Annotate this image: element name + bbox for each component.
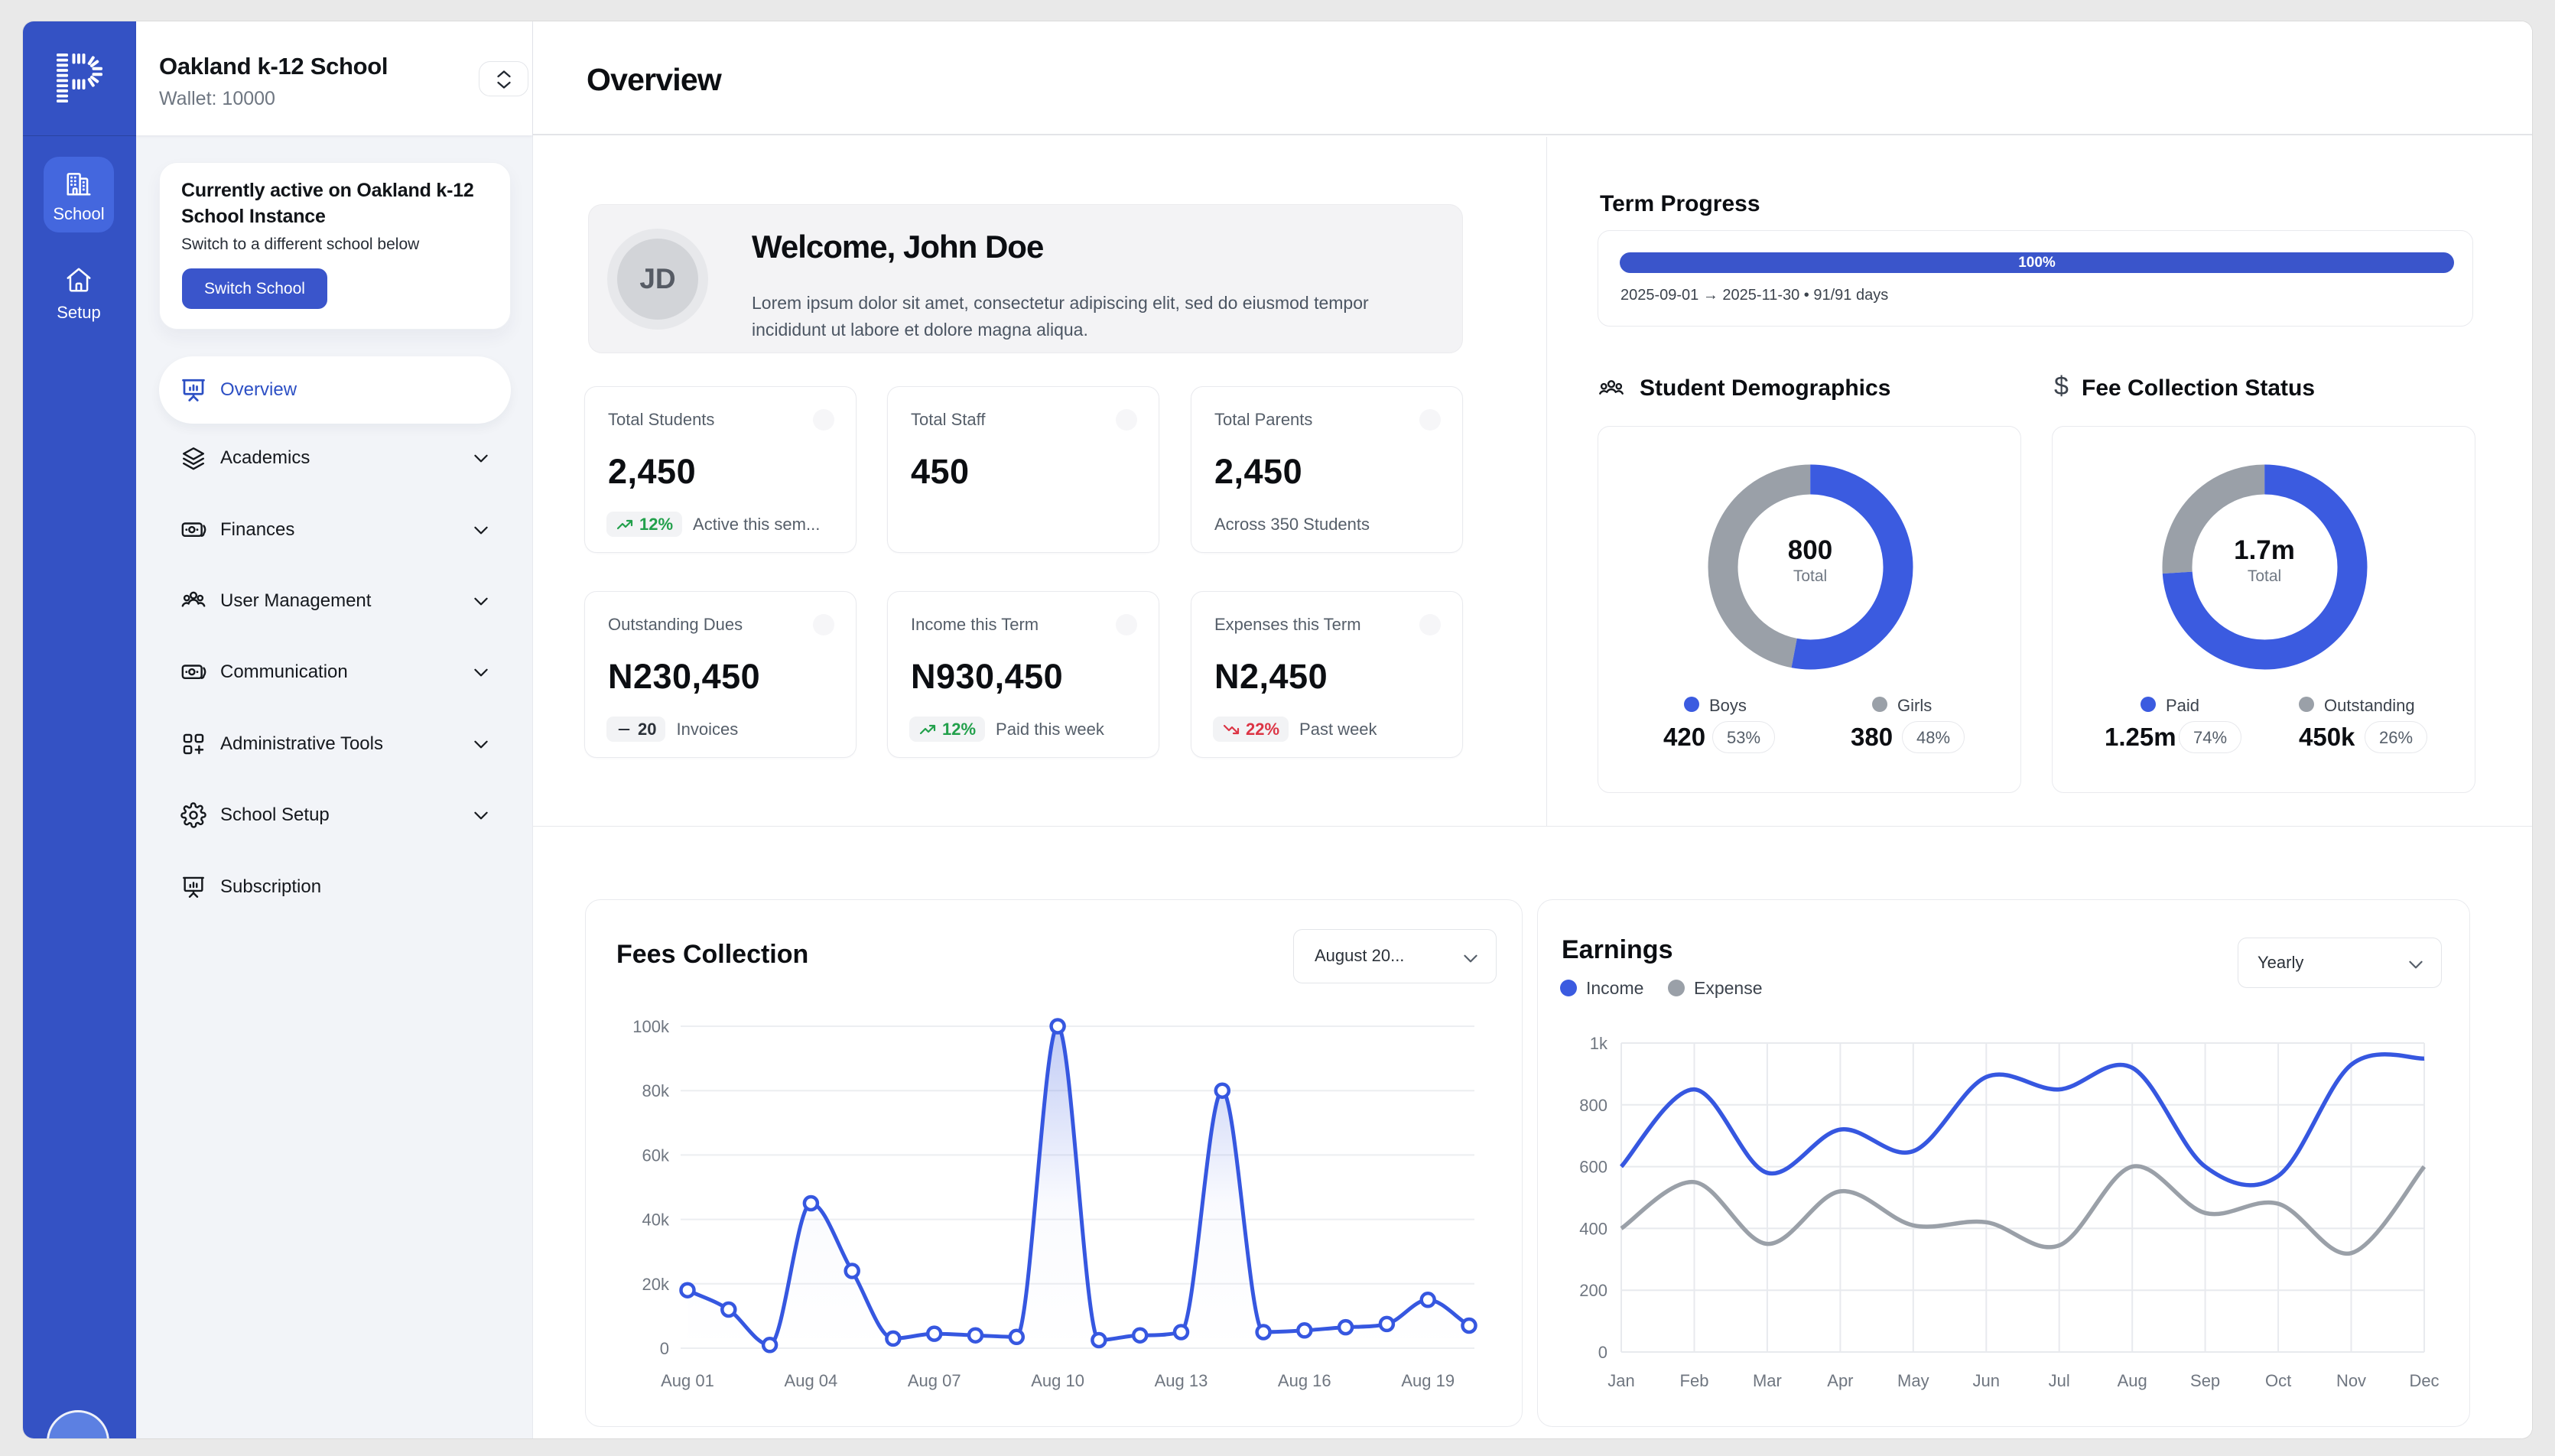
svg-text:Feb: Feb [1680, 1371, 1709, 1390]
svg-text:May: May [1897, 1371, 1929, 1390]
svg-text:Nov: Nov [2336, 1371, 2366, 1390]
svg-text:Sep: Sep [2190, 1371, 2220, 1390]
svg-text:Jan: Jan [1607, 1371, 1634, 1390]
svg-text:Aug 01: Aug 01 [661, 1371, 714, 1390]
svg-text:600: 600 [1579, 1158, 1607, 1177]
svg-text:0: 0 [1598, 1343, 1607, 1362]
svg-text:Aug 04: Aug 04 [785, 1371, 838, 1390]
svg-text:80k: 80k [642, 1081, 670, 1100]
svg-text:Mar: Mar [1753, 1371, 1782, 1390]
svg-text:Aug 13: Aug 13 [1155, 1371, 1208, 1390]
svg-text:1k: 1k [1590, 1034, 1608, 1053]
svg-text:Dec: Dec [2409, 1371, 2439, 1390]
svg-text:Aug: Aug [2118, 1371, 2147, 1390]
svg-text:Aug 07: Aug 07 [908, 1371, 961, 1390]
svg-text:Aug 10: Aug 10 [1031, 1371, 1084, 1390]
svg-text:60k: 60k [642, 1146, 670, 1165]
svg-text:20k: 20k [642, 1275, 670, 1294]
svg-text:Oct: Oct [2265, 1371, 2291, 1390]
svg-text:Jul: Jul [2049, 1371, 2070, 1390]
svg-text:400: 400 [1579, 1219, 1607, 1238]
svg-text:Aug 16: Aug 16 [1278, 1371, 1331, 1390]
svg-text:Aug 19: Aug 19 [1401, 1371, 1455, 1390]
svg-text:40k: 40k [642, 1211, 670, 1230]
svg-text:800: 800 [1579, 1096, 1607, 1115]
svg-text:0: 0 [660, 1339, 669, 1358]
svg-text:Jun: Jun [1973, 1371, 2000, 1390]
svg-text:Apr: Apr [1827, 1371, 1853, 1390]
svg-text:200: 200 [1579, 1281, 1607, 1300]
svg-text:100k: 100k [632, 1017, 670, 1036]
